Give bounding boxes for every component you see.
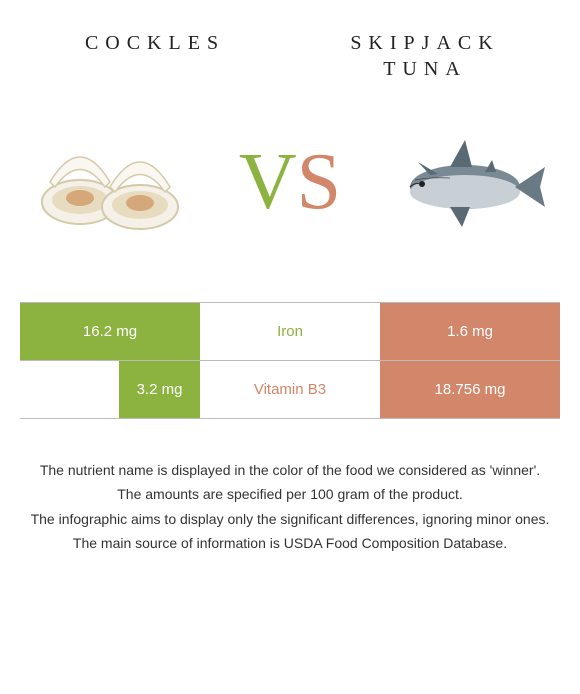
vs-v: V [239,137,297,228]
nutrient-name: Iron [200,303,380,360]
footer-line: The main source of information is USDA F… [20,532,560,554]
right-bar: 18.756 mg [380,361,560,418]
left-bar: 16.2 mg [20,303,200,360]
table-row: 3.2 mg Vitamin B3 18.756 mg [20,361,560,419]
tuna-image [390,112,550,252]
left-value: 3.2 mg [137,381,183,398]
footer-line: The nutrient name is displayed in the co… [20,459,560,481]
vs-label: VS [239,137,341,228]
left-bar: 3.2 mg [119,361,200,418]
vs-s: S [297,137,342,228]
header: COCKLES SKIPJACK TUNA [0,0,580,102]
title-right: SKIPJACK TUNA [290,30,560,82]
left-value: 16.2 mg [83,323,137,340]
title-left: COCKLES [20,30,290,82]
title-right-line2: TUNA [383,58,467,80]
table-row: 16.2 mg Iron 1.6 mg [20,303,560,361]
title-right-line1: SKIPJACK [350,32,499,54]
cockles-image [30,112,190,252]
right-bar: 1.6 mg [380,303,560,360]
vs-row: VS [0,102,580,302]
right-value: 1.6 mg [447,323,493,340]
left-bar-cell: 16.2 mg [20,303,200,360]
nutrient-name: Vitamin B3 [200,361,380,418]
footer-notes: The nutrient name is displayed in the co… [0,419,580,577]
footer-line: The amounts are specified per 100 gram o… [20,483,560,505]
right-bar-cell: 18.756 mg [380,361,560,418]
right-bar-cell: 1.6 mg [380,303,560,360]
right-value: 18.756 mg [435,381,506,398]
footer-line: The infographic aims to display only the… [20,508,560,530]
left-bar-cell: 3.2 mg [20,361,200,418]
comparison-table: 16.2 mg Iron 1.6 mg 3.2 mg Vitamin B3 18… [20,302,560,419]
